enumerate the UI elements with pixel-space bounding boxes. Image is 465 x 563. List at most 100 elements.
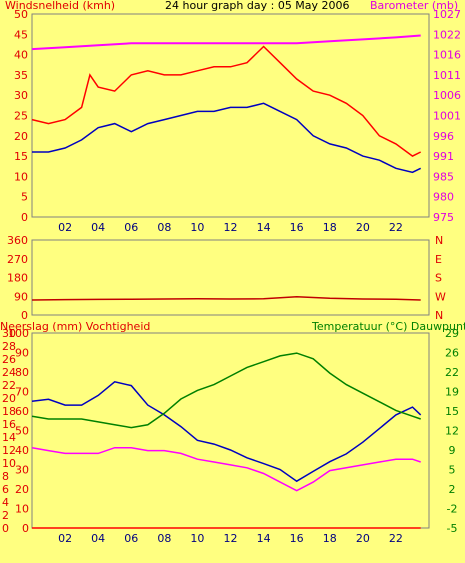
temperature-tick-label: 15	[445, 405, 459, 418]
hour-label: 14	[257, 532, 271, 545]
barometer-tick-label: 1027	[433, 8, 461, 21]
barometer-tick-label: 996	[433, 130, 454, 143]
temperature-tick-label: 19	[445, 386, 459, 399]
hour-label: 02	[58, 221, 72, 234]
rain-tick-label: 26	[2, 353, 16, 366]
rain-tick-label: 24	[2, 366, 16, 379]
panel-3-series	[31, 352, 422, 529]
series-line-magenta	[31, 446, 421, 492]
humidity-tick-label: 100	[8, 327, 29, 340]
rain-tick-label: 30	[2, 327, 16, 340]
wind-tick-label: 45	[14, 28, 28, 41]
humidity-tick-label: 50	[15, 425, 29, 438]
hour-label: 14	[257, 221, 271, 234]
temperature-tick-label: -2	[447, 503, 458, 516]
humidity-tick-label: 70	[15, 386, 29, 399]
hour-label: 22	[389, 532, 403, 545]
barometer-tick-label: 1016	[433, 49, 461, 62]
wind-barometer-panel: Windsnelheid (kmh) 24 hour graph day : 0…	[5, 0, 461, 234]
temperature-tick-label: 5	[449, 464, 456, 477]
barometer-tick-label: 1006	[433, 89, 461, 102]
rain-tick-label: 12	[2, 444, 16, 457]
series-line-magenta	[31, 34, 421, 51]
series-line-green	[31, 352, 421, 429]
rain-humidity-axis-label: Neerslag (mm) Vochtigheid	[0, 320, 150, 333]
barometer-tick-label: 1011	[433, 69, 461, 82]
rain-tick-label: 22	[2, 379, 16, 392]
wind-tick-labels: 0 5 10 15 20 25 30 35 40 45 50	[14, 8, 28, 224]
wind-tick-label: 40	[14, 49, 28, 62]
barometer-tick-label: 1001	[433, 110, 461, 123]
humidity-tick-label: 10	[15, 503, 29, 516]
hour-label: 16	[290, 221, 304, 234]
panel-1-series	[31, 34, 422, 174]
wind-tick-label: 50	[14, 8, 28, 21]
hour-label: 12	[224, 221, 238, 234]
graph-title: 24 hour graph day : 05 May 2006	[165, 0, 350, 12]
panel-2-frame	[31, 239, 430, 316]
rain-tick-label: 6	[2, 483, 9, 496]
compass-label: E	[435, 253, 442, 266]
rain-tick-label: 16	[2, 418, 16, 431]
compass-label: N	[435, 234, 443, 247]
hour-label: 18	[323, 221, 337, 234]
hour-label: 12	[224, 532, 238, 545]
panel-1-hour-labels: 02 04 06 08 10 12 14 16 18 20 22	[58, 221, 403, 234]
wind-axis-label: Windsnelheid (kmh)	[5, 0, 115, 12]
direction-tick-label: 90	[14, 290, 28, 303]
panel-1-frame	[31, 13, 430, 218]
rain-tick-label: 14	[2, 431, 16, 444]
temperature-tick-label: 12	[445, 425, 459, 438]
wind-tick-label: 0	[21, 211, 28, 224]
barometer-tick-label: 975	[433, 211, 454, 224]
wind-tick-label: 5	[21, 191, 28, 204]
barometer-tick-label: 1022	[433, 28, 461, 41]
hour-label: 10	[190, 221, 204, 234]
hour-label: 02	[58, 532, 72, 545]
hour-label: 16	[290, 532, 304, 545]
temperature-tick-labels: -5 -2 2 5 9 12 15 19 22 26 29	[445, 327, 459, 535]
barometer-tick-label: 980	[433, 191, 454, 204]
humidity-tick-label: 60	[15, 405, 29, 418]
hour-label: 20	[356, 532, 370, 545]
wind-tick-label: 20	[14, 130, 28, 143]
rain-tick-label: 2	[2, 509, 9, 522]
humidity-tick-label: 80	[15, 366, 29, 379]
hour-label: 04	[91, 221, 105, 234]
humidity-tick-label: 20	[15, 483, 29, 496]
humidity-tick-label: 30	[15, 464, 29, 477]
hour-label: 20	[356, 221, 370, 234]
rain-tick-label: 10	[2, 457, 16, 470]
hour-label: 22	[389, 221, 403, 234]
series-line-blue	[31, 380, 422, 483]
wind-tick-label: 15	[14, 150, 28, 163]
series-line-blue	[32, 102, 422, 174]
direction-tick-label: 270	[7, 253, 28, 266]
rain-tick-label: 28	[2, 340, 16, 353]
temperature-tick-label: 26	[445, 347, 459, 360]
hour-label: 08	[157, 532, 171, 545]
rain-tick-label: 8	[2, 470, 9, 483]
hour-label: 18	[323, 532, 337, 545]
barometer-tick-label: 991	[433, 150, 454, 163]
wind-tick-label: 35	[14, 69, 28, 82]
temperature-tick-label: -5	[447, 522, 458, 535]
direction-tick-label: 0	[21, 309, 28, 322]
temperature-tick-label: 29	[445, 327, 459, 340]
direction-tick-labels: 0 90 180 270 360	[7, 234, 28, 322]
humidity-temperature-panel: Neerslag (mm) Vochtigheid Temperatuur (°…	[0, 320, 465, 545]
wind-tick-label: 25	[14, 110, 28, 123]
rain-tick-label: 20	[2, 392, 16, 405]
direction-tick-label: 360	[7, 234, 28, 247]
hour-label: 10	[190, 532, 204, 545]
barometer-tick-labels: 975 980 985 991 996 1001 1006 1011 1016 1022 1027	[433, 8, 461, 224]
wind-tick-label: 30	[14, 89, 28, 102]
panel-2-series	[31, 295, 421, 301]
hour-label: 06	[124, 532, 138, 545]
hour-label: 04	[91, 532, 105, 545]
compass-label: W	[435, 290, 446, 303]
temperature-tick-label: 2	[449, 483, 456, 496]
